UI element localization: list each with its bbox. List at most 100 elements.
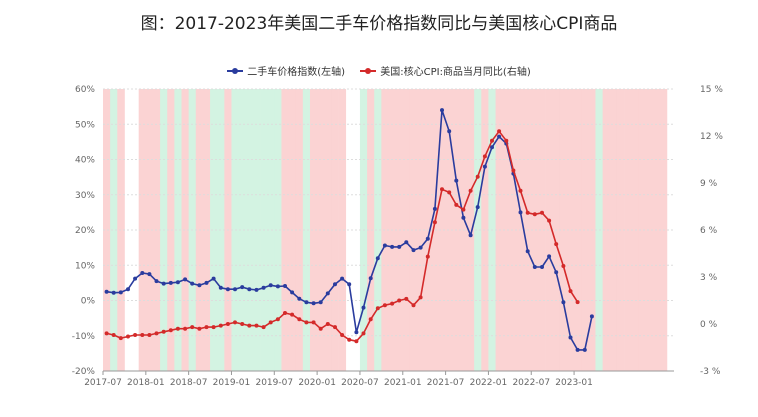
data-point-core-cpi[interactable] xyxy=(190,325,195,330)
data-point-used-car[interactable] xyxy=(154,279,159,284)
data-point-used-car[interactable] xyxy=(261,285,266,290)
data-point-used-car[interactable] xyxy=(118,290,123,295)
data-point-used-car[interactable] xyxy=(111,290,116,295)
data-point-core-cpi[interactable] xyxy=(225,322,230,326)
data-point-used-car[interactable] xyxy=(404,240,409,245)
data-point-core-cpi[interactable] xyxy=(468,188,473,193)
data-point-core-cpi[interactable] xyxy=(390,301,395,306)
data-point-core-cpi[interactable] xyxy=(568,289,573,294)
data-point-used-car[interactable] xyxy=(554,270,559,275)
data-point-core-cpi[interactable] xyxy=(104,331,109,336)
data-point-used-car[interactable] xyxy=(247,287,252,292)
data-point-used-car[interactable] xyxy=(454,178,459,183)
data-point-core-cpi[interactable] xyxy=(447,190,452,195)
data-point-used-car[interactable] xyxy=(482,164,487,169)
data-point-used-car[interactable] xyxy=(532,265,537,269)
legend-item-core-cpi[interactable]: 美国:核心CPI:商品当月同比(右轴) xyxy=(360,63,531,78)
data-point-core-cpi[interactable] xyxy=(425,254,430,259)
data-point-used-car[interactable] xyxy=(304,300,309,305)
data-point-used-car[interactable] xyxy=(432,206,437,211)
data-point-used-car[interactable] xyxy=(168,280,173,285)
data-point-used-car[interactable] xyxy=(126,287,130,292)
data-point-used-car[interactable] xyxy=(561,300,566,305)
data-point-core-cpi[interactable] xyxy=(397,298,402,303)
data-point-core-cpi[interactable] xyxy=(111,333,116,337)
data-point-core-cpi[interactable] xyxy=(540,210,544,215)
data-point-used-car[interactable] xyxy=(211,276,216,281)
data-point-core-cpi[interactable] xyxy=(304,320,309,325)
data-point-core-cpi[interactable] xyxy=(454,202,459,207)
data-point-used-car[interactable] xyxy=(197,283,202,288)
data-point-core-cpi[interactable] xyxy=(418,295,423,300)
data-point-used-car[interactable] xyxy=(347,282,352,287)
data-point-used-car[interactable] xyxy=(104,289,109,294)
data-point-core-cpi[interactable] xyxy=(382,303,387,308)
data-point-used-car[interactable] xyxy=(175,280,180,285)
data-point-core-cpi[interactable] xyxy=(311,320,316,325)
data-point-core-cpi[interactable] xyxy=(161,329,166,334)
data-point-used-car[interactable] xyxy=(361,305,366,310)
data-point-core-cpi[interactable] xyxy=(290,312,295,317)
data-point-core-cpi[interactable] xyxy=(368,317,373,322)
data-point-used-car[interactable] xyxy=(468,233,473,238)
data-point-core-cpi[interactable] xyxy=(340,333,345,337)
data-point-core-cpi[interactable] xyxy=(126,334,130,339)
data-point-core-cpi[interactable] xyxy=(561,264,566,268)
data-point-core-cpi[interactable] xyxy=(497,129,502,134)
data-point-used-car[interactable] xyxy=(283,284,287,288)
data-point-used-car[interactable] xyxy=(333,282,337,287)
data-point-core-cpi[interactable] xyxy=(233,320,237,325)
data-point-core-cpi[interactable] xyxy=(333,325,337,330)
data-point-core-cpi[interactable] xyxy=(575,300,580,305)
data-point-core-cpi[interactable] xyxy=(318,326,323,331)
data-point-used-car[interactable] xyxy=(297,296,302,301)
data-point-used-car[interactable] xyxy=(325,291,330,296)
data-point-core-cpi[interactable] xyxy=(175,326,180,331)
data-point-used-car[interactable] xyxy=(140,271,145,275)
data-point-used-car[interactable] xyxy=(418,245,423,250)
data-point-used-car[interactable] xyxy=(411,248,416,253)
data-point-core-cpi[interactable] xyxy=(404,296,409,301)
data-point-used-car[interactable] xyxy=(461,215,466,220)
data-point-core-cpi[interactable] xyxy=(518,188,523,193)
data-point-used-car[interactable] xyxy=(218,285,223,290)
data-point-core-cpi[interactable] xyxy=(511,168,516,173)
data-point-used-car[interactable] xyxy=(547,254,552,259)
data-point-core-cpi[interactable] xyxy=(154,331,159,336)
data-point-core-cpi[interactable] xyxy=(440,187,444,192)
data-point-used-car[interactable] xyxy=(525,249,530,254)
data-point-core-cpi[interactable] xyxy=(147,333,152,337)
data-point-core-cpi[interactable] xyxy=(482,154,487,159)
data-point-core-cpi[interactable] xyxy=(118,336,123,341)
legend-item-used-car[interactable]: 二手车价格指数(左轴) xyxy=(227,63,345,78)
data-point-used-car[interactable] xyxy=(233,287,237,292)
data-point-core-cpi[interactable] xyxy=(532,212,537,217)
data-point-used-car[interactable] xyxy=(340,276,345,281)
data-point-used-car[interactable] xyxy=(147,272,152,277)
data-point-used-car[interactable] xyxy=(225,287,230,292)
data-point-core-cpi[interactable] xyxy=(347,337,352,342)
data-point-core-cpi[interactable] xyxy=(247,323,252,328)
data-point-used-car[interactable] xyxy=(375,256,380,261)
data-point-used-car[interactable] xyxy=(390,244,395,249)
data-point-core-cpi[interactable] xyxy=(283,311,287,315)
data-point-core-cpi[interactable] xyxy=(297,317,302,322)
data-point-used-car[interactable] xyxy=(475,205,480,210)
data-point-used-car[interactable] xyxy=(397,244,402,249)
data-point-core-cpi[interactable] xyxy=(133,333,138,337)
data-point-core-cpi[interactable] xyxy=(240,322,245,326)
data-point-core-cpi[interactable] xyxy=(261,325,266,330)
data-point-core-cpi[interactable] xyxy=(204,325,209,330)
data-point-core-cpi[interactable] xyxy=(275,317,280,322)
data-point-used-car[interactable] xyxy=(582,347,587,352)
data-point-core-cpi[interactable] xyxy=(197,326,202,331)
data-point-used-car[interactable] xyxy=(540,265,544,269)
data-point-used-car[interactable] xyxy=(497,134,502,139)
data-point-used-car[interactable] xyxy=(318,300,323,305)
data-point-core-cpi[interactable] xyxy=(354,339,359,344)
data-point-core-cpi[interactable] xyxy=(411,303,416,308)
data-point-used-car[interactable] xyxy=(268,283,273,288)
data-point-core-cpi[interactable] xyxy=(268,320,273,325)
data-point-used-car[interactable] xyxy=(290,290,295,295)
data-point-core-cpi[interactable] xyxy=(183,326,188,331)
